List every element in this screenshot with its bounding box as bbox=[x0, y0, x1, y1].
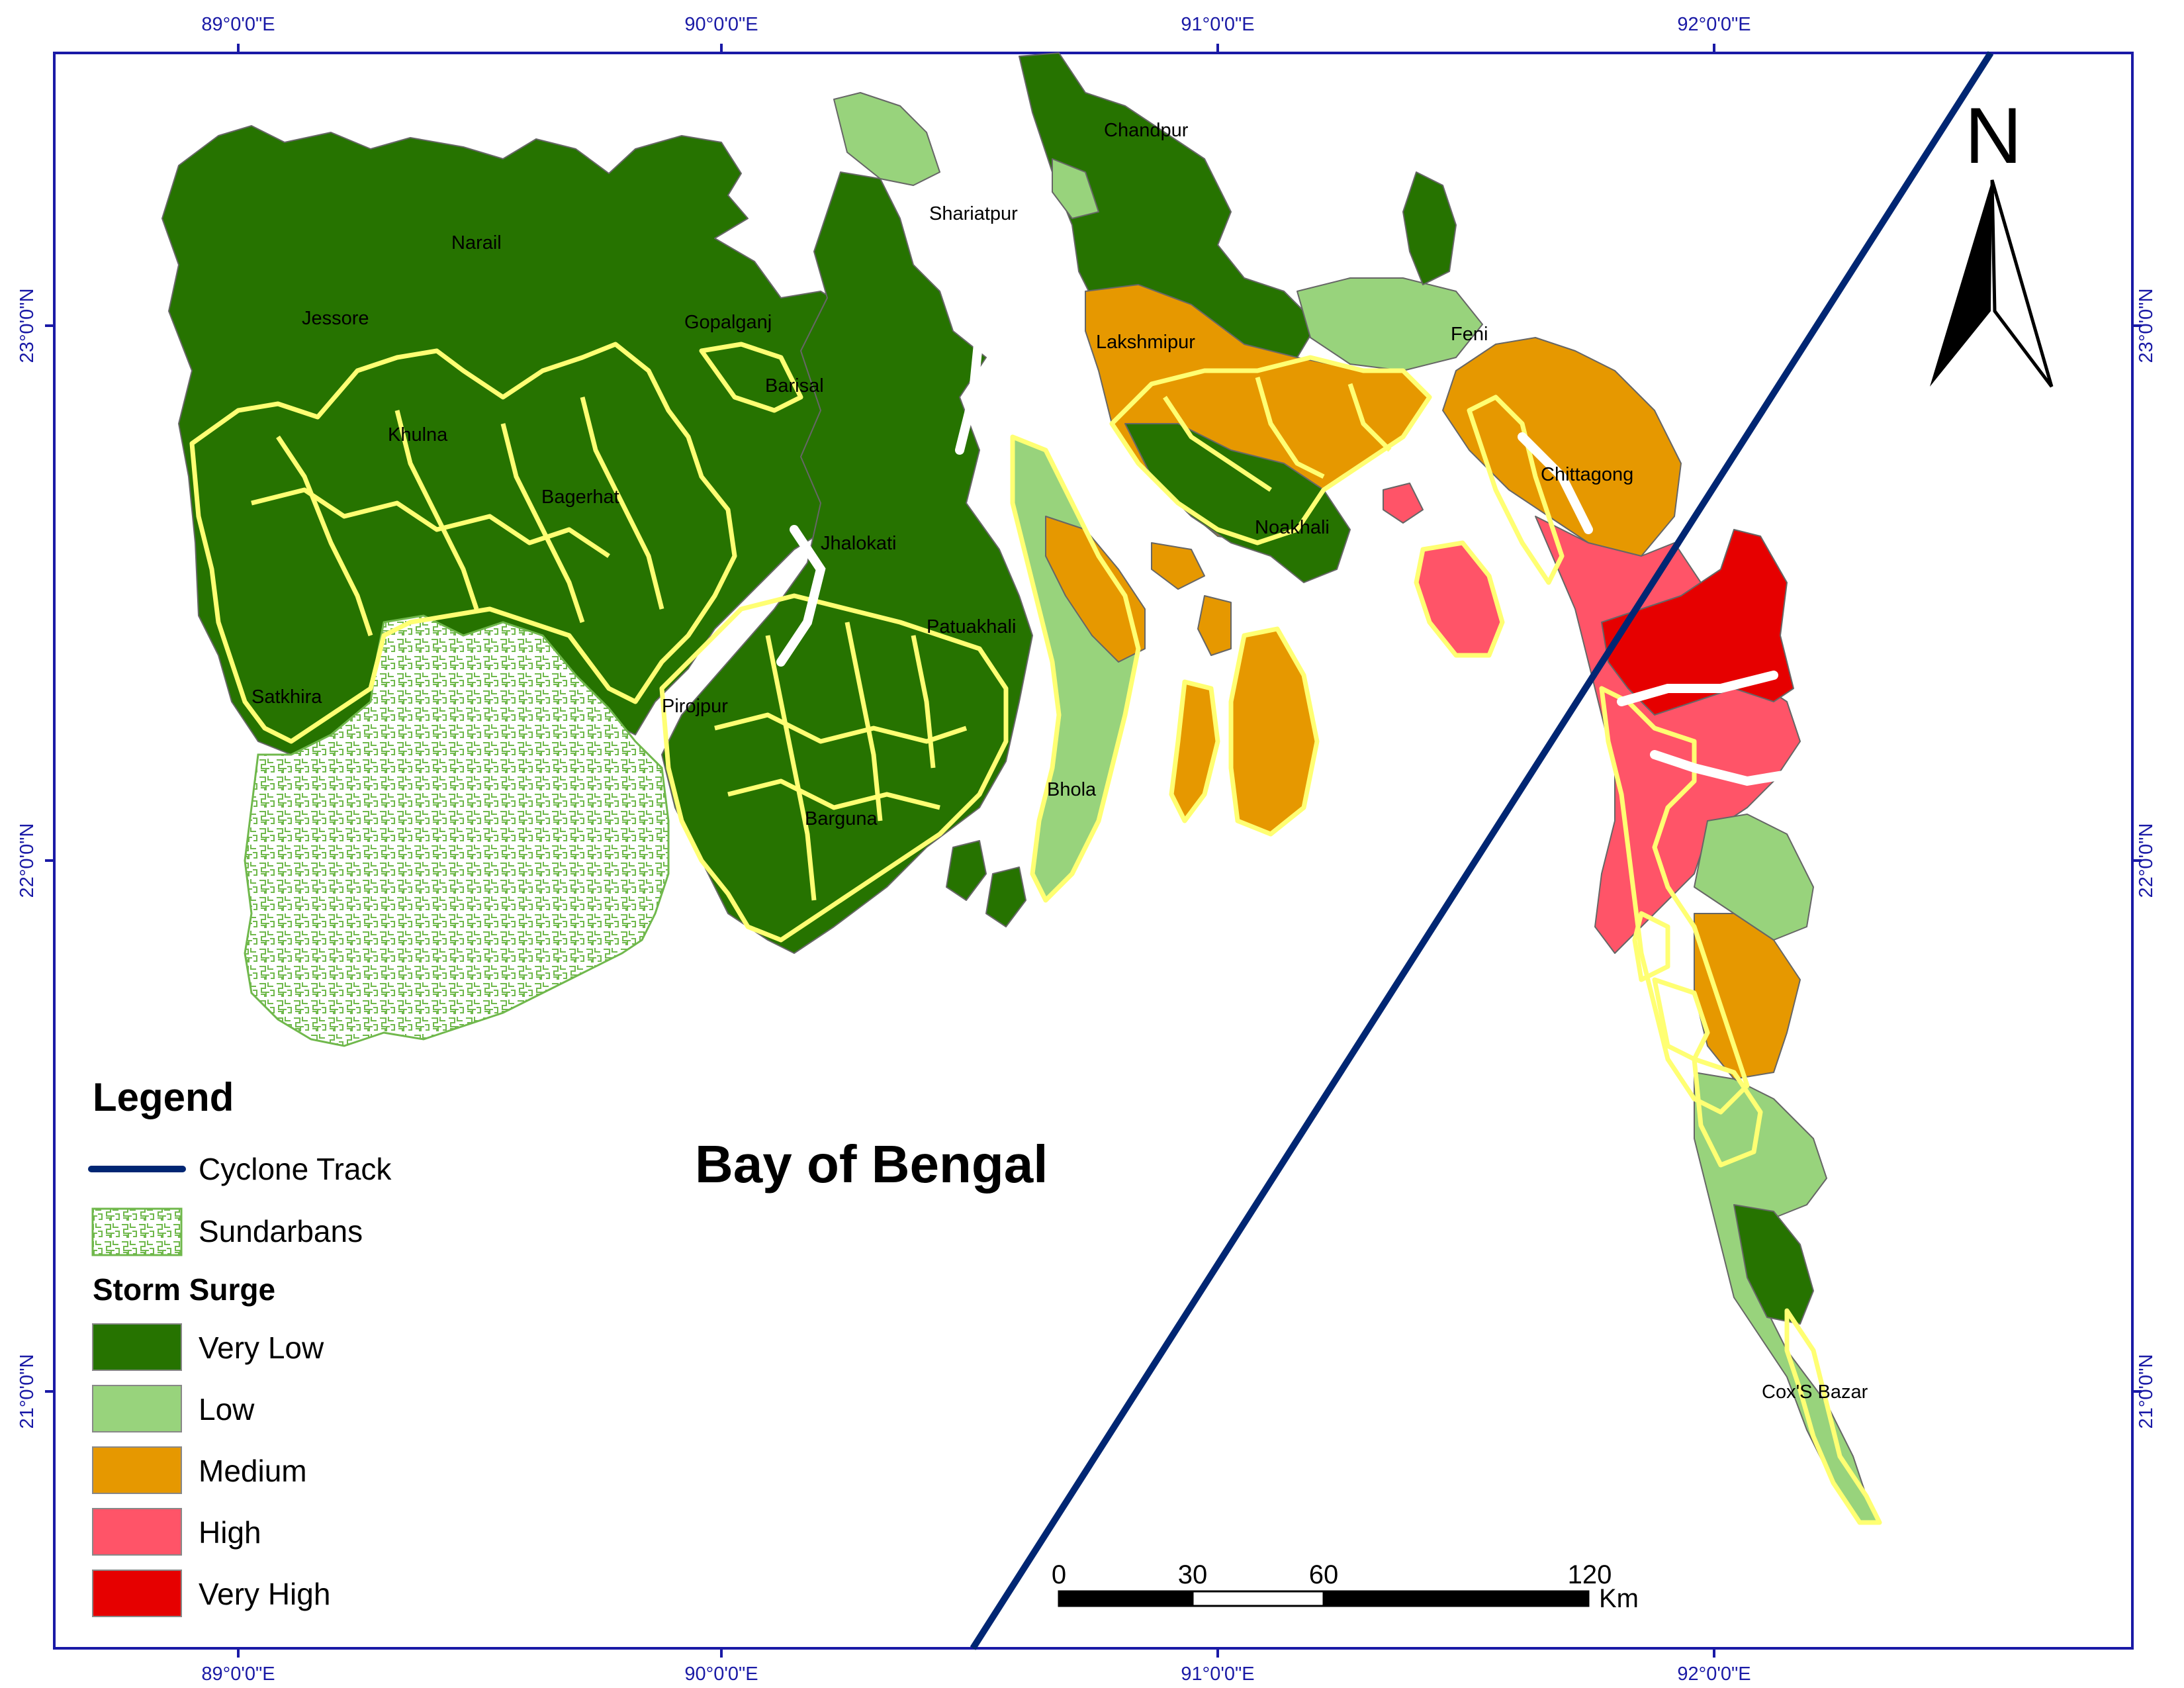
legend-swatch-very-low bbox=[93, 1324, 181, 1370]
label-patuakhali: Patuakhali bbox=[927, 616, 1016, 637]
label-bhola: Bhola bbox=[1047, 779, 1097, 800]
label-lakshmipur: Lakshmipur bbox=[1096, 332, 1195, 353]
lon-label-bottom-90: 90°0'0"E bbox=[684, 1664, 758, 1685]
lat-label-right-21: 21°0'0"N bbox=[2136, 1354, 2157, 1429]
legend-label-medium: Medium bbox=[199, 1454, 307, 1488]
label-jessore: Jessore bbox=[302, 308, 369, 329]
legend-label-very-low: Very Low bbox=[199, 1331, 324, 1365]
legend-swatch-high bbox=[93, 1509, 181, 1555]
label-feni: Feni bbox=[1451, 324, 1488, 345]
label-coxs-bazar: Cox'S Bazar bbox=[1762, 1382, 1868, 1403]
lat-label-left-22: 22°0'0"N bbox=[17, 823, 38, 898]
label-shariatpur: Shariatpur bbox=[929, 203, 1018, 224]
legend-sundarbans-swatch bbox=[93, 1209, 181, 1255]
scale-segment-2 bbox=[1193, 1591, 1324, 1606]
label-bay-of-bengal: Bay of Bengal bbox=[695, 1135, 1048, 1194]
legend-swatch-low bbox=[93, 1385, 181, 1432]
legend-surge-title: Storm Surge bbox=[93, 1272, 275, 1307]
label-barguna: Barguna bbox=[805, 808, 878, 829]
lon-label-top-89: 89°0'0"E bbox=[201, 14, 275, 35]
label-bagerhat: Bagerhat bbox=[541, 487, 619, 508]
legend-title: Legend bbox=[93, 1075, 234, 1119]
scale-unit: Km bbox=[1599, 1584, 1639, 1613]
label-khulna: Khulna bbox=[388, 424, 448, 445]
label-chandpur: Chandpur bbox=[1104, 120, 1189, 141]
legend-track-label: Cyclone Track bbox=[199, 1152, 392, 1186]
label-jhalokati: Jhalokati bbox=[821, 533, 896, 554]
lon-label-bottom-92: 92°0'0"E bbox=[1677, 1664, 1751, 1685]
lat-label-right-23: 23°0'0"N bbox=[2136, 289, 2157, 363]
legend-label-high: High bbox=[199, 1515, 261, 1550]
label-chittagong: Chittagong bbox=[1541, 464, 1633, 485]
lon-label-top-90: 90°0'0"E bbox=[684, 14, 758, 35]
lon-label-top-91: 91°0'0"E bbox=[1181, 14, 1254, 35]
lat-label-left-21: 21°0'0"N bbox=[17, 1354, 38, 1429]
scale-tick-60: 60 bbox=[1309, 1560, 1339, 1589]
north-arrow-label: N bbox=[1965, 91, 2023, 180]
label-narail: Narail bbox=[451, 232, 502, 254]
legend-swatch-very-high bbox=[93, 1570, 181, 1617]
label-barisal: Barisal bbox=[765, 375, 824, 397]
label-satkhira: Satkhira bbox=[251, 686, 322, 708]
label-noakhali: Noakhali bbox=[1255, 517, 1330, 538]
lat-label-right-22: 22°0'0"N bbox=[2136, 823, 2157, 898]
scale-segment-3 bbox=[1324, 1591, 1588, 1606]
scale-tick-30: 30 bbox=[1178, 1560, 1208, 1589]
scale-tick-0: 0 bbox=[1052, 1560, 1066, 1589]
legend-sundarbans-label: Sundarbans bbox=[199, 1214, 363, 1248]
lat-label-left-23: 23°0'0"N bbox=[17, 289, 38, 363]
lon-label-bottom-89: 89°0'0"E bbox=[201, 1664, 275, 1685]
legend-label-low: Low bbox=[199, 1392, 255, 1427]
lon-label-top-92: 92°0'0"E bbox=[1677, 14, 1751, 35]
lon-label-bottom-91: 91°0'0"E bbox=[1181, 1664, 1254, 1685]
label-pirojpur: Pirojpur bbox=[662, 696, 728, 717]
legend-label-very-high: Very High bbox=[199, 1577, 330, 1611]
label-gopalganj: Gopalganj bbox=[684, 312, 772, 333]
scale-segment-1 bbox=[1059, 1591, 1193, 1606]
legend-swatch-medium bbox=[93, 1447, 181, 1493]
